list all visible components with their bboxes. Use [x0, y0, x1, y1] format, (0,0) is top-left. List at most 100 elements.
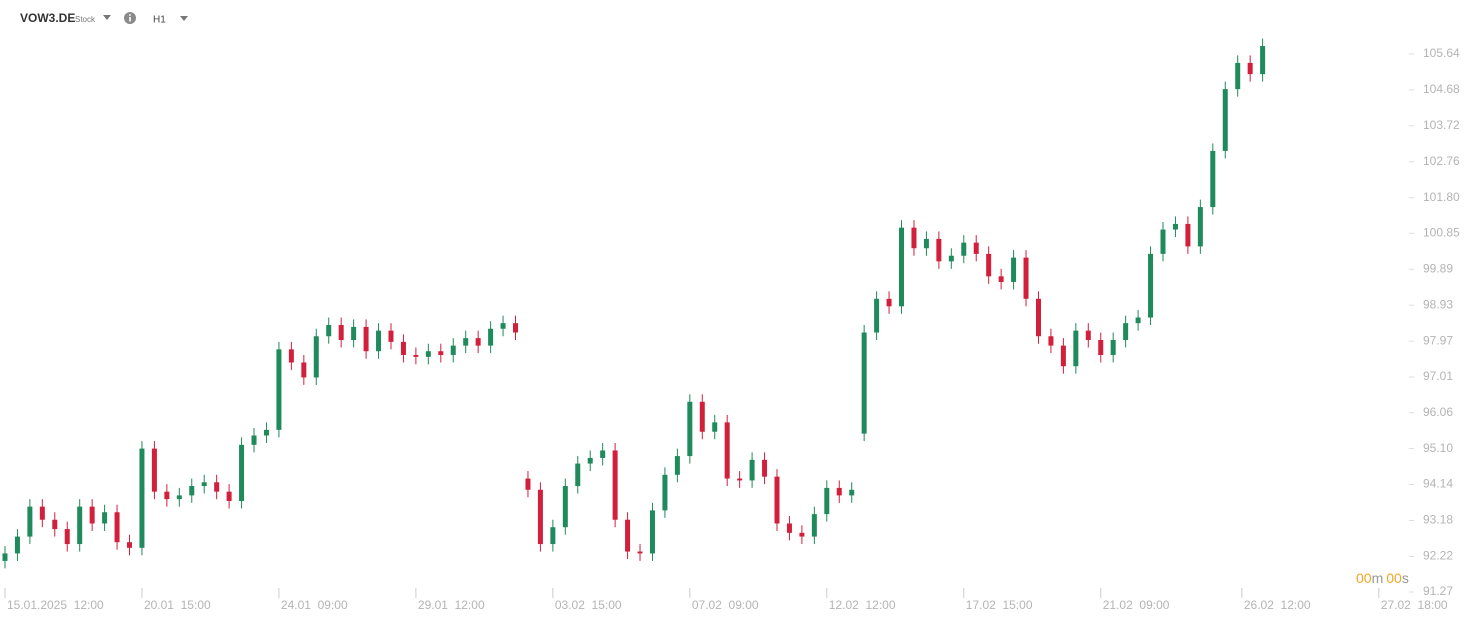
y-tick-label: 97.97 [1423, 333, 1453, 347]
y-tick-label: 97.01 [1423, 369, 1453, 383]
countdown-unit: s [1402, 570, 1409, 586]
y-tick-label: 100.85 [1423, 225, 1460, 239]
countdown-minutes: 00 [1356, 570, 1372, 586]
candle-body [64, 529, 70, 545]
candle-body [799, 532, 805, 537]
candle-body [251, 435, 257, 445]
candle-body [550, 527, 556, 545]
candle-body [126, 542, 132, 548]
candle-body [824, 487, 830, 515]
y-tick-label: 93.18 [1423, 513, 1453, 527]
x-tick-label: 17.02 15:00 [966, 598, 1033, 612]
candle-body [1222, 89, 1228, 151]
candle-body [14, 536, 20, 554]
candle-body [662, 474, 668, 511]
candle-body [313, 336, 319, 378]
candle-body [986, 253, 992, 277]
candle-body [861, 332, 867, 434]
y-tick-label: 103.72 [1423, 118, 1460, 132]
candle-body [1235, 62, 1241, 90]
candle-body [1260, 46, 1266, 75]
timeframe-dropdown[interactable] [180, 16, 188, 21]
timeframe[interactable]: H1 [153, 15, 166, 26]
candle-body [1172, 223, 1178, 230]
candle-body [388, 330, 394, 342]
y-tick-label: 91.27 [1423, 584, 1453, 598]
candle-body [151, 448, 157, 492]
x-tick-label: 07.02 09:00 [692, 598, 759, 612]
candle-body [587, 457, 593, 464]
candle-body [1073, 330, 1079, 367]
y-tick-label: 105.64 [1423, 46, 1460, 60]
candle-body [263, 429, 269, 436]
candle-body [749, 459, 755, 481]
candle-body [201, 482, 207, 487]
candle-body [214, 482, 220, 492]
candle-body [575, 463, 581, 487]
candle-body [1048, 336, 1054, 346]
candle-body [413, 354, 419, 357]
y-tick-label: 95.10 [1423, 441, 1453, 455]
x-tick-label: 21.02 09:00 [1103, 598, 1170, 612]
candle-body [52, 519, 58, 530]
candle-body [724, 422, 730, 479]
candle-body [1160, 229, 1166, 254]
y-tick-label: 98.93 [1423, 297, 1453, 311]
info-icon-glyph [129, 17, 131, 22]
x-tick-label: 24.01 09:00 [281, 598, 348, 612]
candle-body [1148, 253, 1154, 318]
symbol-dropdown[interactable] [103, 15, 111, 20]
candle-body [338, 325, 344, 340]
countdown: 00m 00s [1356, 570, 1409, 586]
candle-body [886, 298, 892, 307]
x-tick-label: 03.02 15:00 [555, 598, 622, 612]
candle-body [811, 514, 817, 537]
instrument-type: Stock [75, 15, 96, 24]
candle-body [998, 276, 1004, 282]
x-tick-label: 27.02 18:00 [1381, 598, 1448, 612]
candle-body [189, 486, 195, 496]
y-tick-label: 94.14 [1423, 477, 1453, 491]
candle-body [786, 523, 792, 533]
countdown-unit: m [1372, 570, 1384, 586]
candle-body [525, 478, 531, 490]
candle-body [600, 450, 606, 458]
candle-body [463, 338, 469, 346]
candle-body [114, 512, 120, 543]
y-tick-label: 102.76 [1423, 154, 1460, 168]
x-tick-label: 20.01 15:00 [144, 598, 211, 612]
candle-body [1197, 207, 1203, 247]
candle-body [1185, 223, 1191, 247]
candle-body [27, 506, 33, 537]
candle-body [612, 450, 618, 520]
x-tick-label: 12.02 12:00 [829, 598, 896, 612]
candle-body [513, 323, 519, 333]
candle-body [699, 401, 705, 432]
countdown-seconds: 00 [1386, 570, 1402, 586]
y-tick-label: 92.22 [1423, 549, 1453, 563]
candle-body [102, 512, 108, 524]
candle-body [712, 422, 718, 432]
y-tick-label: 99.89 [1423, 261, 1453, 275]
candle-body [737, 478, 743, 481]
candle-body [488, 328, 494, 346]
candle-body [500, 323, 506, 329]
candle-body [1210, 150, 1216, 208]
candle-body [961, 242, 967, 256]
candle-body [351, 326, 357, 340]
candle-body [911, 227, 917, 249]
symbol[interactable]: VOW3.DE [20, 11, 75, 25]
info-icon-glyph [129, 14, 131, 16]
candle-body [475, 338, 481, 346]
candle-body [1035, 298, 1041, 337]
candle-body [139, 448, 145, 548]
candle-body [948, 255, 954, 262]
candle-body [936, 238, 942, 262]
candle-body [288, 349, 294, 363]
candle-body [1110, 339, 1116, 355]
x-tick-label: 26.02 12:00 [1244, 598, 1311, 612]
candle-body [537, 489, 543, 545]
candle-body [1135, 317, 1141, 324]
candle-body [625, 519, 631, 552]
